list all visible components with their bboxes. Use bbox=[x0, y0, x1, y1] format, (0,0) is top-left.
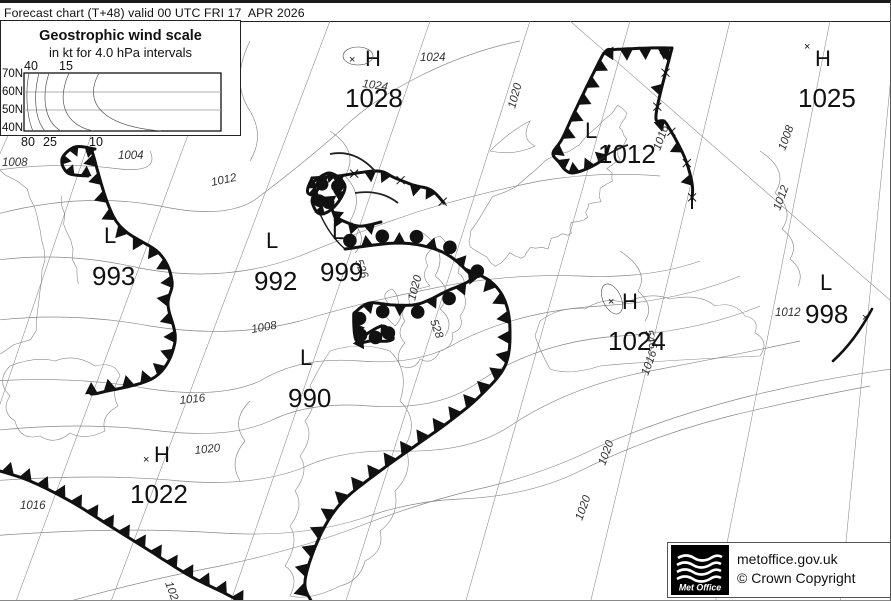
svg-text:1004: 1004 bbox=[118, 150, 144, 162]
svg-text:993: 993 bbox=[92, 261, 135, 291]
svg-text:L: L bbox=[332, 219, 344, 244]
svg-text:1028: 1028 bbox=[345, 83, 403, 113]
svg-text:25: 25 bbox=[43, 135, 57, 149]
svg-text:1012: 1012 bbox=[210, 172, 238, 189]
svg-text:992: 992 bbox=[254, 266, 297, 296]
svg-text:80: 80 bbox=[21, 135, 35, 149]
svg-text:1016: 1016 bbox=[20, 500, 46, 512]
svg-text:1020: 1020 bbox=[506, 81, 524, 109]
svg-text:1020: 1020 bbox=[162, 580, 182, 601]
svg-text:1008: 1008 bbox=[250, 320, 278, 336]
svg-text:1012: 1012 bbox=[775, 307, 801, 319]
svg-text:40N: 40N bbox=[2, 122, 23, 134]
svg-text:1008: 1008 bbox=[777, 123, 797, 152]
svg-text:10: 10 bbox=[89, 135, 103, 149]
svg-text:L: L bbox=[300, 345, 312, 370]
svg-text:1024: 1024 bbox=[420, 52, 446, 64]
svg-text:×: × bbox=[862, 312, 868, 324]
svg-text:H: H bbox=[622, 289, 638, 314]
svg-text:Met Office: Met Office bbox=[679, 583, 721, 593]
svg-text:H: H bbox=[815, 46, 831, 71]
svg-text:L: L bbox=[104, 223, 116, 248]
svg-text:×: × bbox=[143, 454, 149, 466]
svg-text:×: × bbox=[608, 296, 614, 308]
svg-text:1025: 1025 bbox=[798, 83, 856, 113]
svg-text:15: 15 bbox=[59, 59, 73, 73]
svg-text:1020: 1020 bbox=[574, 493, 594, 522]
svg-text:1024: 1024 bbox=[608, 326, 666, 356]
svg-text:990: 990 bbox=[288, 383, 331, 413]
svg-text:L: L bbox=[585, 118, 597, 143]
svg-text:60N: 60N bbox=[2, 86, 23, 98]
svg-text:999: 999 bbox=[320, 257, 363, 287]
svg-text:H: H bbox=[154, 442, 170, 467]
svg-text:H: H bbox=[365, 46, 381, 71]
svg-text:1022: 1022 bbox=[130, 479, 188, 509]
svg-text:70N: 70N bbox=[2, 68, 23, 80]
svg-text:1008: 1008 bbox=[2, 157, 28, 169]
svg-text:×: × bbox=[804, 41, 810, 53]
svg-text:1020: 1020 bbox=[597, 438, 617, 467]
svg-text:50N: 50N bbox=[2, 104, 23, 116]
svg-text:1016: 1016 bbox=[179, 392, 206, 407]
svg-text:40: 40 bbox=[24, 59, 38, 73]
svg-text:1012: 1012 bbox=[598, 139, 656, 169]
svg-text:1020: 1020 bbox=[194, 442, 221, 457]
svg-text:998: 998 bbox=[805, 299, 848, 329]
svg-text:L: L bbox=[266, 228, 278, 253]
svg-text:L: L bbox=[820, 270, 832, 295]
svg-text:1020: 1020 bbox=[406, 273, 424, 301]
svg-text:1012: 1012 bbox=[772, 183, 792, 212]
